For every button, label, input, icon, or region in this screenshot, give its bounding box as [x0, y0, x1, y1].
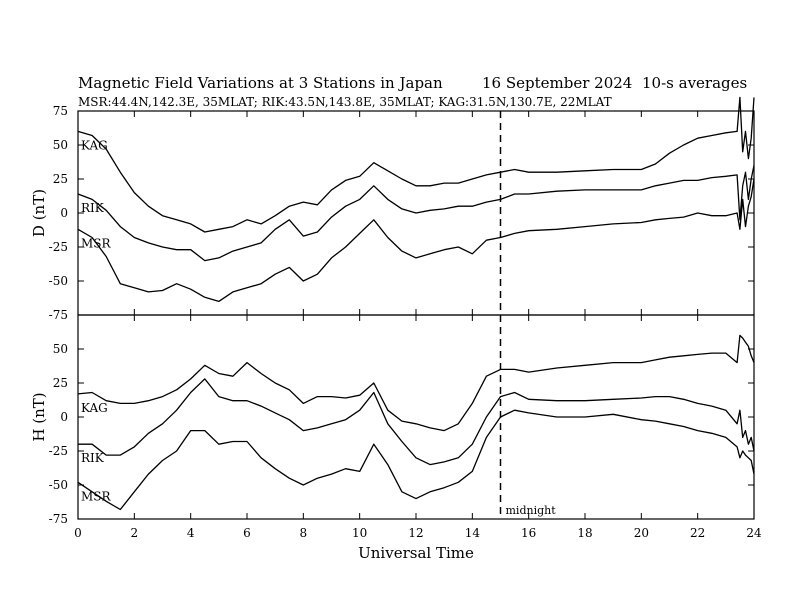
y-tick-label: 0 [60, 206, 68, 220]
series-line-kag [77, 96, 755, 233]
y-tick-label: -75 [49, 308, 68, 322]
series-label-msr: MSR [81, 489, 112, 503]
x-tick-label: 12 [408, 526, 423, 540]
series-label-rik: RIK [81, 451, 105, 465]
x-tick-label: 22 [690, 526, 705, 540]
y-tick-label: 75 [53, 104, 68, 118]
x-tick-label: 16 [521, 526, 536, 540]
y-tick-label: 25 [53, 376, 68, 390]
panel-frame [77, 314, 755, 520]
y-tick-label: 25 [53, 172, 68, 186]
x-tick-label: 24 [746, 526, 762, 540]
series-line-rik [78, 378, 755, 466]
series-line-rik [77, 165, 755, 262]
x-tick-label: 6 [243, 526, 251, 540]
y-axis-label: D (nT) [30, 189, 48, 237]
y-tick-label: 0 [60, 410, 68, 424]
midnight-label: midnight [506, 504, 557, 517]
y-tick-label: -50 [49, 478, 68, 492]
y-tick-label: -25 [49, 444, 68, 458]
y-axis-label: H (nT) [30, 392, 48, 441]
series-label-msr: MSR [81, 236, 112, 250]
x-tick-label: 8 [300, 526, 308, 540]
chart-title: Magnetic Field Variations at 3 Stations … [78, 74, 443, 92]
x-tick-label: 10 [352, 526, 367, 540]
x-tick-label: 2 [131, 526, 139, 540]
y-tick-label: 50 [53, 138, 68, 152]
chart-subtitle: MSR:44.4N,142.3E, 35MLAT; RIK:43.5N,143.… [78, 95, 612, 109]
y-tick-label: -50 [49, 274, 68, 288]
y-tick-label: -25 [49, 240, 68, 254]
chart-averaging: 10-s averages [642, 74, 747, 92]
y-tick-label: -75 [49, 512, 68, 526]
series-label-kag: KAG [81, 138, 108, 152]
series-line-msr [77, 409, 755, 511]
series-label-kag: KAG [81, 401, 108, 415]
series-line-kag [77, 334, 755, 432]
series-label-rik: RIK [81, 201, 105, 215]
y-tick-label: 50 [53, 342, 68, 356]
x-axis-label: Universal Time [358, 544, 474, 562]
x-tick-label: 0 [74, 526, 82, 540]
chart-date: 16 September 2024 [482, 74, 632, 92]
x-tick-label: 4 [187, 526, 195, 540]
x-tick-label: 20 [634, 526, 649, 540]
x-tick-label: 14 [465, 526, 481, 540]
x-tick-label: 18 [577, 526, 592, 540]
series-line-msr [77, 178, 755, 303]
